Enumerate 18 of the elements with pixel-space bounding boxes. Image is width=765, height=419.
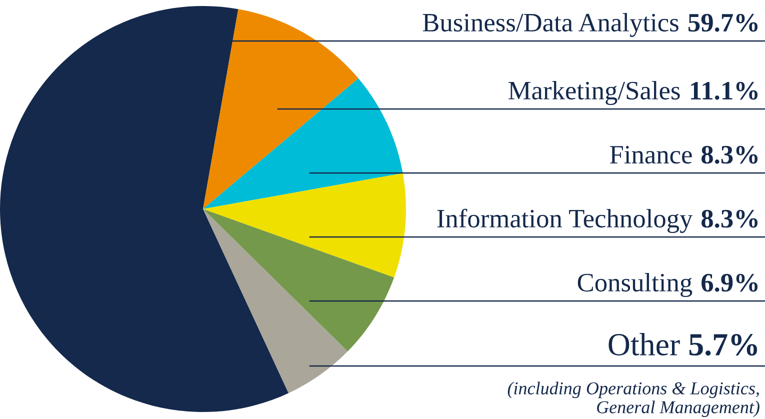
pie-slice: [203, 9, 358, 209]
text: (including Operations & Logistics, General Management): [508, 382, 760, 417]
data-label: 8.3%: [702, 210, 758, 228]
data-label: 11.1%: [690, 82, 758, 100]
slice-label: Finance: [610, 146, 692, 164]
pie-slice: [203, 209, 394, 352]
data-label: 5.7%: [689, 334, 758, 356]
slice-label: Marketing/Sales: [508, 80, 680, 105]
slice-label: Business/Data Analytics: [422, 12, 678, 37]
slice-label: Consulting: [578, 272, 692, 297]
pie-slice: [203, 209, 348, 394]
data-label: 59.7%: [688, 14, 758, 32]
slice-label: Information Technology: [437, 208, 693, 233]
pie-slice: [203, 173, 406, 278]
slice-label: Other: [608, 333, 680, 356]
pie-slice: [203, 78, 403, 209]
data-label: 8.3%: [702, 146, 758, 164]
data-label: 6.9%: [702, 274, 758, 292]
